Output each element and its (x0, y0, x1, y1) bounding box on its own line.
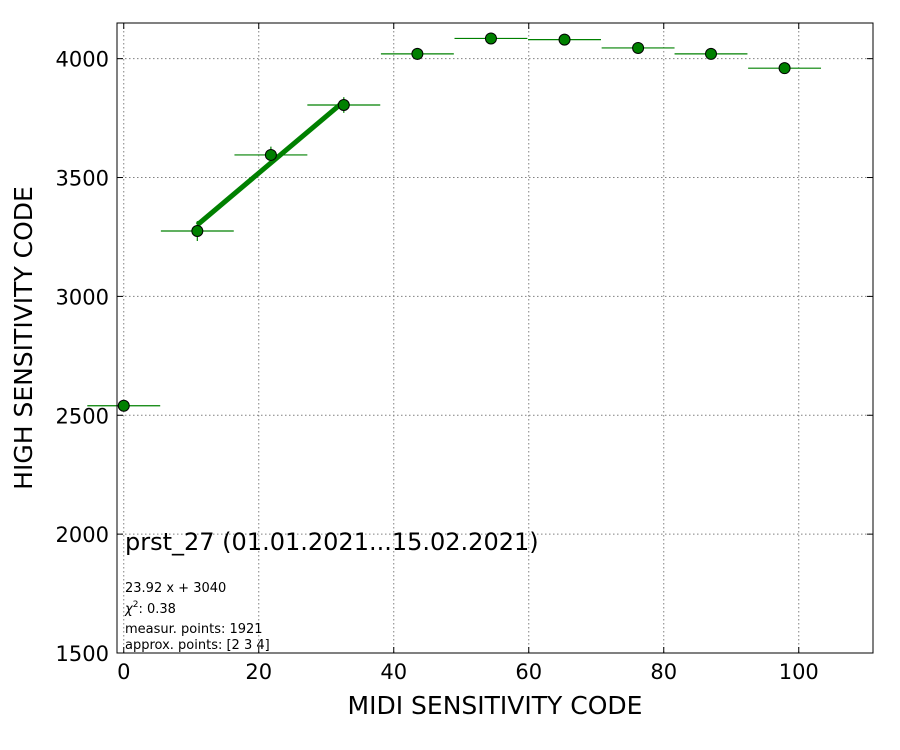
data-layer (87, 32, 822, 412)
y-tick-label: 1500 (56, 642, 109, 666)
fit-line (195, 99, 346, 227)
annotation-approx-points: approx. points: [2 3 4] (125, 638, 270, 653)
annotation-fit-equation: 23.92 x + 3040 (125, 581, 226, 596)
y-tick-label: 2000 (56, 523, 109, 547)
data-point (632, 41, 645, 54)
y-axis-label: HIGH SENSITIVITY CODE (9, 186, 38, 490)
data-point (705, 47, 717, 60)
data-point (191, 225, 204, 238)
data-point (778, 62, 791, 75)
x-tick-label: 40 (380, 660, 407, 684)
annotation-chi2: χ2: 0.38 (124, 600, 176, 617)
y-tick-label: 2500 (56, 404, 109, 428)
plot-frame (116, 22, 874, 654)
y-tick-label: 4000 (56, 48, 109, 72)
data-point (411, 47, 424, 60)
y-tick-label: 3000 (56, 285, 109, 309)
x-tick-label: 100 (779, 660, 819, 684)
data-point (117, 399, 130, 412)
data-point (484, 32, 497, 45)
y-tick-label: 3500 (56, 167, 109, 191)
grid-layer (117, 23, 873, 654)
x-tick-label: 20 (245, 660, 272, 684)
chi-symbol: χ (124, 602, 134, 617)
data-point (558, 33, 571, 46)
x-tick-label: 80 (650, 660, 677, 684)
chi-superscript: 2 (133, 600, 139, 610)
x-axis-label: MIDI SENSITIVITY CODE (348, 691, 643, 720)
data-point (337, 99, 350, 112)
x-tick-label: 0 (117, 660, 130, 684)
annotation-measur-points: measur. points: 1921 (125, 622, 263, 637)
x-tick-label: 60 (515, 660, 542, 684)
ticks-layer: 0 20 40 60 80 100 1500 2000 2500 3000 3500 4000 (56, 23, 873, 684)
data-point (264, 148, 277, 161)
chi2-value: : 0.38 (138, 602, 175, 617)
annotation-title: prst_27 (01.01.2021...15.02.2021) (125, 528, 539, 556)
